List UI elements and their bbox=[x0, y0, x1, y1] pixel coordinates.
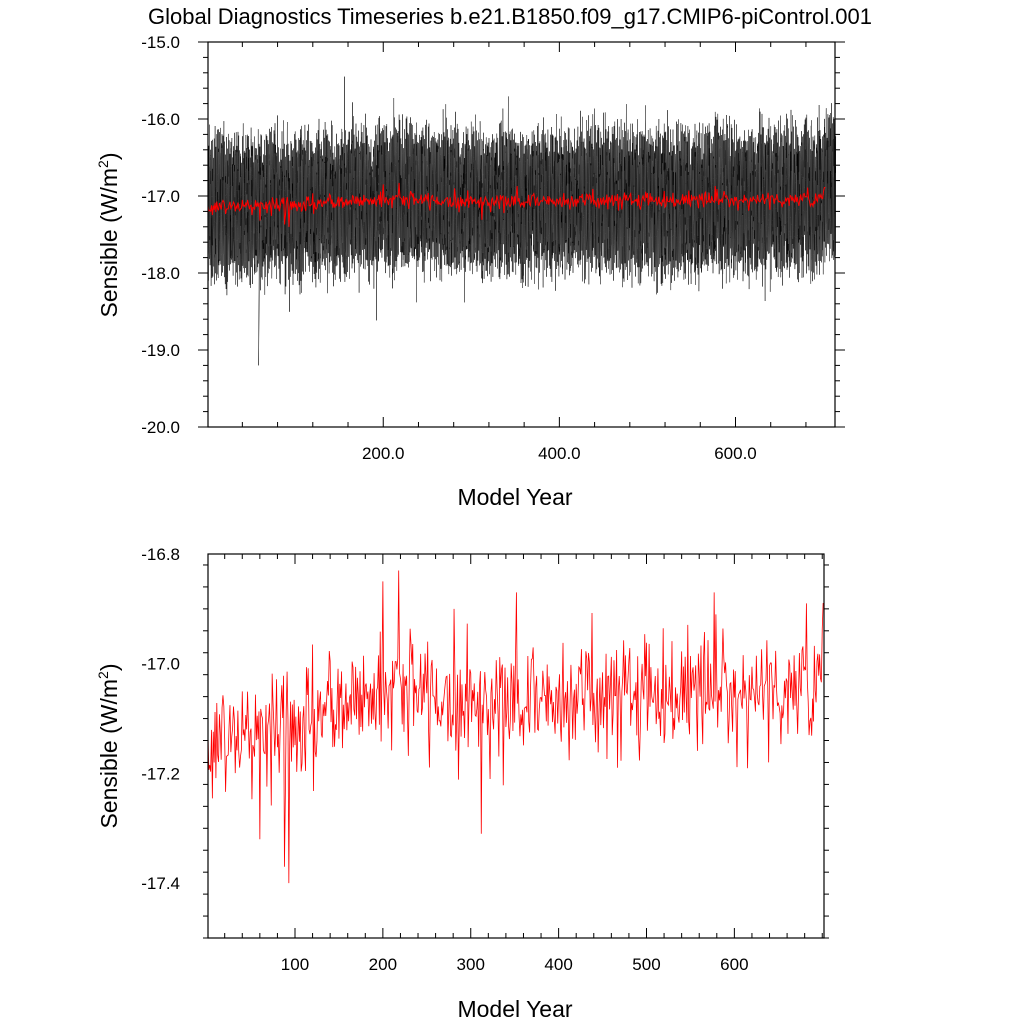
top-x-axis-label: Model Year bbox=[457, 484, 572, 510]
top-x-tick-label: 600.0 bbox=[714, 444, 757, 463]
bottom-y-axis-label: Sensible (W/m2) bbox=[95, 663, 122, 828]
top-y-tick-label: -19.0 bbox=[141, 341, 180, 360]
top-x-tick-label: 400.0 bbox=[538, 444, 581, 463]
bottom-y-tick-label: -16.8 bbox=[141, 545, 180, 564]
bottom-x-tick-label: 400 bbox=[544, 955, 572, 974]
top-annual-series-line bbox=[207, 182, 826, 227]
bottom-x-tick-label: 100 bbox=[281, 955, 309, 974]
bottom-x-tick-label: 500 bbox=[632, 955, 660, 974]
top-y-tick-label: -18.0 bbox=[141, 264, 180, 283]
top-monthly-series-line bbox=[207, 76, 837, 366]
top-y-axis-label-main: Sensible (W/m bbox=[96, 168, 122, 318]
top-axis-ticks bbox=[198, 41, 845, 428]
bottom-panel: 100 200 300 400 500 600 -16.8 -17.0 -17.2 -17.4 M… bbox=[95, 545, 829, 1022]
top-tick-labels: 200.0 400.0 600.0 -15.0 -16.0 -17.0 -18.0 -19.0… bbox=[141, 33, 757, 463]
figure-title: Global Diagnostics Timeseries b.e21.B185… bbox=[148, 4, 872, 29]
bottom-axis-ticks bbox=[203, 554, 829, 939]
bottom-y-axis-label-close: ) bbox=[96, 663, 122, 671]
bottom-series-group bbox=[207, 570, 824, 884]
bottom-y-axis-label-main: Sensible (W/m bbox=[96, 679, 122, 829]
top-series-group bbox=[207, 76, 837, 366]
top-y-axis-label-sup: 2 bbox=[95, 160, 111, 168]
top-x-tick-label: 200.0 bbox=[362, 444, 405, 463]
top-y-axis-label-close: ) bbox=[96, 152, 122, 160]
bottom-annual-series-line bbox=[207, 570, 824, 884]
top-y-tick-label: -17.0 bbox=[141, 187, 180, 206]
top-y-tick-label: -16.0 bbox=[141, 110, 180, 129]
bottom-y-tick-label: -17.2 bbox=[141, 764, 180, 783]
bottom-tick-labels: 100 200 300 400 500 600 -16.8 -17.0 -17.2 -17.4 bbox=[141, 545, 748, 974]
bottom-x-tick-label: 200 bbox=[369, 955, 397, 974]
bottom-y-axis-label-sup: 2 bbox=[95, 671, 111, 679]
top-panel: 200.0 400.0 600.0 -15.0 -16.0 -17.0 -18.0 -19.0… bbox=[95, 33, 845, 510]
top-plot-frame bbox=[207, 41, 836, 428]
top-y-axis-label: Sensible (W/m2) bbox=[95, 152, 122, 317]
top-y-tick-label: -15.0 bbox=[141, 33, 180, 52]
bottom-y-tick-label: -17.4 bbox=[141, 874, 180, 893]
bottom-x-tick-label: 600 bbox=[720, 955, 748, 974]
bottom-plot-frame bbox=[207, 553, 825, 939]
bottom-x-tick-label: 300 bbox=[457, 955, 485, 974]
bottom-x-axis-label: Model Year bbox=[457, 996, 572, 1022]
top-y-tick-label: -20.0 bbox=[141, 418, 180, 437]
bottom-y-tick-label: -17.0 bbox=[141, 655, 180, 674]
